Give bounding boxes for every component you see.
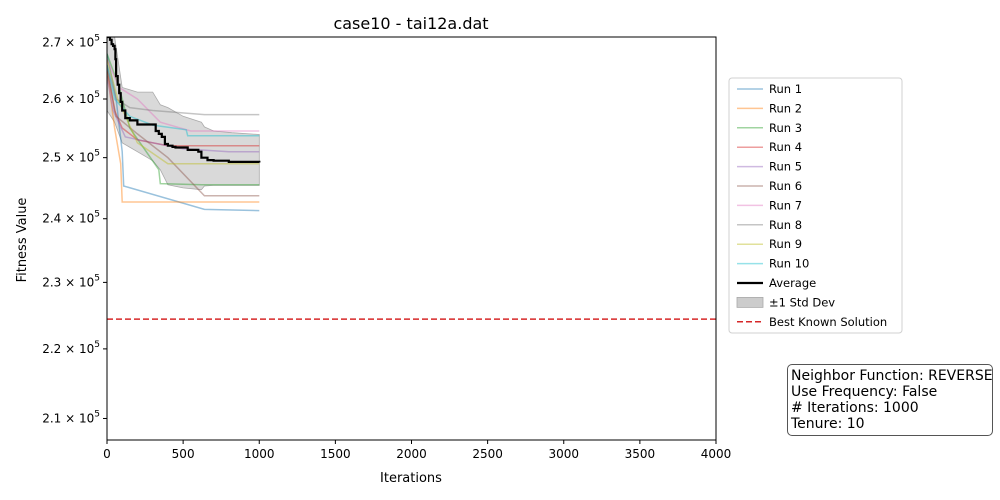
y-tick-label: 2.6 × 105 bbox=[42, 90, 100, 106]
legend-label: Run 2 bbox=[769, 101, 802, 115]
plot-frame bbox=[106, 36, 717, 441]
y-tick-label: 2.5 × 105 bbox=[42, 149, 100, 165]
run-line-1 bbox=[107, 53, 260, 212]
legend-label: Run 6 bbox=[769, 179, 802, 193]
std-dev-band bbox=[107, 37, 260, 191]
legend-box bbox=[728, 77, 903, 334]
y-tick-label: 2.3 × 105 bbox=[42, 273, 100, 289]
legend-label: ±1 Std Dev bbox=[769, 295, 835, 309]
neighbor-function-text: Neighbor Function: REVERSE bbox=[791, 368, 993, 384]
use-frequency-text: Use Frequency: False bbox=[791, 384, 938, 400]
tenure-text: Tenure: 10 bbox=[791, 416, 865, 432]
x-tick-label: 1000 bbox=[244, 447, 275, 461]
x-axis-label: Iterations bbox=[380, 471, 442, 486]
legend-label: Best Known Solution bbox=[769, 315, 887, 329]
x-tick-label: 0 bbox=[103, 447, 111, 461]
legend-label: Run 9 bbox=[769, 237, 802, 251]
iterations-text: # Iterations: 1000 bbox=[791, 400, 919, 416]
legend-label: Run 8 bbox=[769, 218, 802, 232]
x-tick-label: 500 bbox=[172, 447, 195, 461]
average-line bbox=[107, 37, 261, 163]
y-tick-label: 2.1 × 105 bbox=[42, 409, 100, 425]
y-axis: 2.1 × 105 2.2 × 105 2.3 × 105 2.4 × 105 2.5 … bbox=[42, 34, 107, 425]
legend-label: Average bbox=[769, 276, 816, 290]
std-band-layer bbox=[107, 37, 260, 191]
x-tick-label: 2000 bbox=[396, 447, 427, 461]
y-tick-label: 2.2 × 105 bbox=[42, 340, 100, 356]
x-tick-label: 2500 bbox=[472, 447, 503, 461]
parameter-info-box: Neighbor Function: REVERSE Use Frequency… bbox=[787, 364, 993, 436]
legend-label: Run 1 bbox=[769, 82, 802, 96]
legend: Run 1 Run 2 Run 3 Run 4 Run 5 Run 6 Run 7 Run 8… bbox=[728, 77, 903, 334]
run-line-5 bbox=[107, 75, 260, 153]
x-tick-label: 1500 bbox=[320, 447, 351, 461]
run-line-4 bbox=[107, 64, 260, 147]
x-axis: 0 500 1000 1500 2000 2500 3000 3500 4000 bbox=[103, 440, 731, 461]
y-axis-label: Fitness Value bbox=[15, 198, 30, 283]
run-line-8 bbox=[107, 64, 260, 116]
legend-label: Run 10 bbox=[769, 257, 809, 271]
legend-handle bbox=[736, 296, 764, 308]
y-tick-label: 2.4 × 105 bbox=[42, 210, 100, 226]
legend-label: Run 5 bbox=[769, 160, 802, 174]
legend-label: Run 7 bbox=[769, 198, 802, 212]
run-line-9 bbox=[107, 59, 260, 165]
x-tick-label: 3000 bbox=[548, 447, 579, 461]
average-line-layer bbox=[107, 37, 261, 163]
chart-title: case10 - tai12a.dat bbox=[333, 14, 488, 33]
x-tick-label: 3500 bbox=[625, 447, 656, 461]
run-line-6 bbox=[107, 70, 260, 197]
legend-label: Run 3 bbox=[769, 121, 802, 135]
legend-label: Run 4 bbox=[769, 140, 802, 154]
y-tick-label: 2.7 × 105 bbox=[42, 34, 100, 50]
x-tick-label: 4000 bbox=[701, 447, 732, 461]
run-line-2 bbox=[107, 70, 260, 203]
